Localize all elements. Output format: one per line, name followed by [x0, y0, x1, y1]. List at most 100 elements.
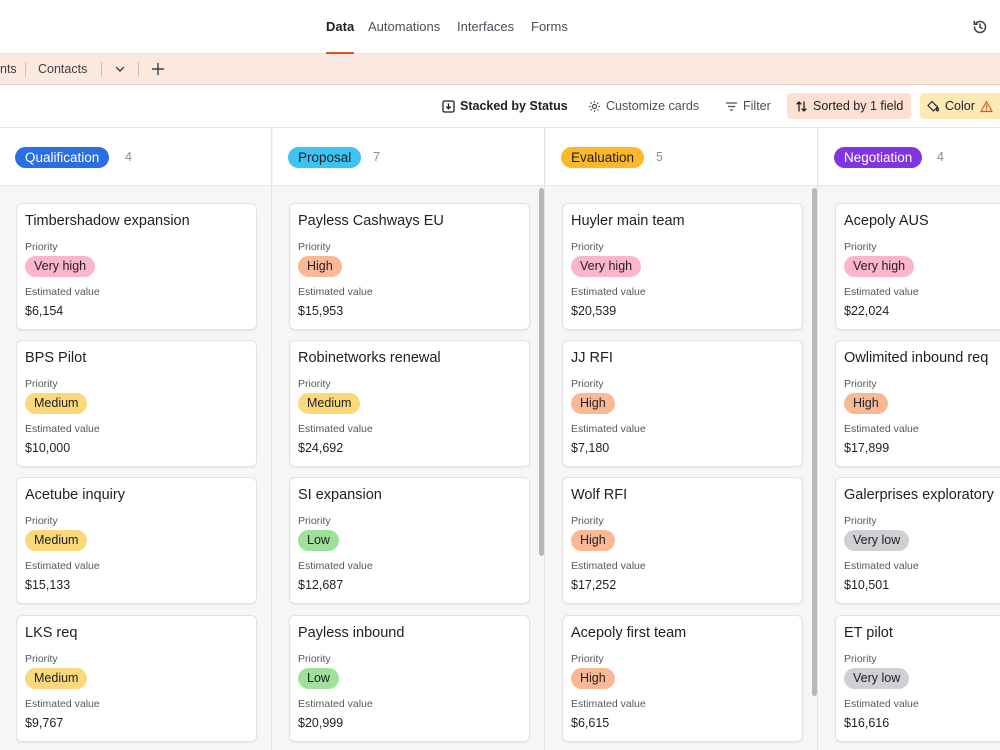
filter-button[interactable]: Filter — [719, 93, 777, 119]
card-title: Robinetworks renewal — [298, 350, 441, 366]
record-card[interactable]: Robinetworks renewal Priority Medium Estima… — [289, 340, 530, 467]
record-card[interactable]: Acepoly AUS Priority Very high Estimated va… — [835, 203, 1000, 330]
column-count: 5 — [656, 150, 663, 164]
record-card[interactable]: Wolf RFI Priority High Estimated value $17,2… — [562, 477, 803, 604]
record-card[interactable]: ET pilot Priority Very low Estimated value $… — [835, 615, 1000, 742]
status-pill[interactable]: Negotiation — [834, 147, 923, 168]
column-header: Evaluation 5 — [546, 128, 817, 186]
priority-badge: High — [571, 668, 615, 689]
table-tab-partial[interactable]: nts — [0, 62, 17, 76]
plus-icon[interactable] — [151, 62, 165, 76]
status-pill[interactable]: Proposal — [288, 147, 362, 168]
estimated-value-label: Estimated value — [298, 698, 373, 710]
priority-badge: Medium — [25, 530, 88, 551]
kanban-board: Qualification 4 Timbershadow expansion Prio… — [0, 128, 1000, 750]
record-card[interactable]: BPS Pilot Priority Medium Estimated value $1… — [16, 340, 257, 467]
estimated-value-label: Estimated value — [571, 560, 646, 572]
estimated-value-label: Estimated value — [298, 286, 373, 298]
tab-automations[interactable]: Automations — [368, 19, 441, 34]
status-pill[interactable]: Qualification — [15, 147, 110, 168]
top-nav: Data Automations Interfaces Forms — [0, 0, 1000, 54]
priority-badge: Medium — [25, 393, 88, 414]
record-card[interactable]: Owlimited inbound req Priority High Estimat… — [835, 340, 1000, 467]
tab-divider — [25, 62, 26, 77]
estimated-value: $20,539 — [571, 304, 617, 318]
estimated-value-label: Estimated value — [25, 423, 100, 435]
column-header: Qualification 4 — [0, 128, 271, 186]
estimated-value: $16,616 — [844, 716, 890, 730]
column-header: Proposal 7 — [273, 128, 544, 186]
table-tab-contacts[interactable]: Contacts — [38, 62, 88, 76]
priority-field-label: Priority — [298, 241, 331, 253]
chevron-down-icon[interactable] — [113, 62, 127, 76]
card-title: BPS Pilot — [25, 350, 87, 366]
estimated-value: $17,899 — [844, 441, 890, 455]
priority-badge: Very high — [25, 256, 96, 277]
priority-field-label: Priority — [571, 515, 604, 527]
customize-cards-label: Customize cards — [606, 99, 700, 113]
history-icon[interactable] — [972, 19, 988, 35]
card-title: Owlimited inbound req — [844, 350, 989, 366]
sorted-button[interactable]: Sorted by 1 field — [787, 93, 912, 119]
stacked-by-button[interactable]: Stacked by Status — [436, 93, 574, 119]
column-scrollbar[interactable] — [539, 188, 544, 556]
status-pill[interactable]: Evaluation — [561, 147, 645, 168]
tab-interfaces[interactable]: Interfaces — [457, 19, 515, 34]
priority-field-label: Priority — [571, 378, 604, 390]
priority-badge: Very high — [571, 256, 642, 277]
customize-cards-button[interactable]: Customize cards — [582, 93, 705, 119]
estimated-value: $12,687 — [298, 578, 344, 592]
priority-badge: High — [844, 393, 888, 414]
priority-badge: Low — [298, 530, 339, 551]
sorted-label: Sorted by 1 field — [813, 99, 904, 113]
color-button[interactable]: Color — [920, 93, 1000, 119]
record-card[interactable]: JJ RFI Priority High Estimated value $7,180 — [562, 340, 803, 467]
record-card[interactable]: Payless Cashways EU Priority High Estimated… — [289, 203, 530, 330]
priority-badge: Very high — [844, 256, 915, 277]
priority-badge: Low — [298, 668, 339, 689]
priority-badge: Medium — [298, 393, 361, 414]
estimated-value-label: Estimated value — [298, 560, 373, 572]
estimated-value: $15,133 — [25, 578, 71, 592]
priority-field-label: Priority — [25, 241, 58, 253]
estimated-value: $9,767 — [25, 716, 64, 730]
column-header: Negotiation 4 — [819, 128, 1000, 186]
record-card[interactable]: Huyler main team Priority Very high Estimat… — [562, 203, 803, 330]
estimated-value-label: Estimated value — [25, 698, 100, 710]
priority-badge: High — [571, 530, 615, 551]
record-card[interactable]: SI expansion Priority Low Estimated value $1… — [289, 477, 530, 604]
priority-field-label: Priority — [25, 378, 58, 390]
record-card[interactable]: Timbershadow expansion Priority Very high E… — [16, 203, 257, 330]
tab-data[interactable]: Data — [326, 0, 355, 54]
estimated-value-label: Estimated value — [844, 560, 919, 572]
priority-field-label: Priority — [298, 378, 331, 390]
record-card[interactable]: Galerprises exploratory Priority Very low E… — [835, 477, 1000, 604]
card-title: Payless Cashways EU — [298, 213, 444, 229]
filter-label: Filter — [743, 99, 771, 113]
card-title: Acepoly AUS — [844, 213, 929, 229]
card-title: LKS req — [25, 625, 78, 641]
priority-badge: Medium — [25, 668, 88, 689]
tab-forms[interactable]: Forms — [531, 19, 568, 34]
card-title: JJ RFI — [571, 350, 613, 366]
column-count: 4 — [937, 150, 944, 164]
card-title: SI expansion — [298, 487, 382, 503]
card-title: Huyler main team — [571, 213, 685, 229]
stacked-by-label: Stacked by Status — [460, 99, 568, 113]
record-card[interactable]: Acepoly first team Priority High Estimated … — [562, 615, 803, 742]
card-title: Timbershadow expansion — [25, 213, 190, 229]
priority-field-label: Priority — [844, 241, 877, 253]
estimated-value-label: Estimated value — [571, 698, 646, 710]
card-title: ET pilot — [844, 625, 893, 641]
column-scrollbar[interactable] — [812, 188, 817, 696]
record-card[interactable]: LKS req Priority Medium Estimated value $9,7… — [16, 615, 257, 742]
estimated-value-label: Estimated value — [844, 423, 919, 435]
estimated-value: $22,024 — [844, 304, 890, 318]
record-card[interactable]: Payless inbound Priority Low Estimated valu… — [289, 615, 530, 742]
priority-field-label: Priority — [844, 378, 877, 390]
estimated-value: $7,180 — [571, 441, 610, 455]
estimated-value: $17,252 — [571, 578, 617, 592]
board-column-qualification: Qualification 4 Timbershadow expansion Prio… — [0, 128, 272, 750]
record-card[interactable]: Acetube inquiry Priority Medium Estimated v… — [16, 477, 257, 604]
tab-divider — [101, 62, 102, 77]
